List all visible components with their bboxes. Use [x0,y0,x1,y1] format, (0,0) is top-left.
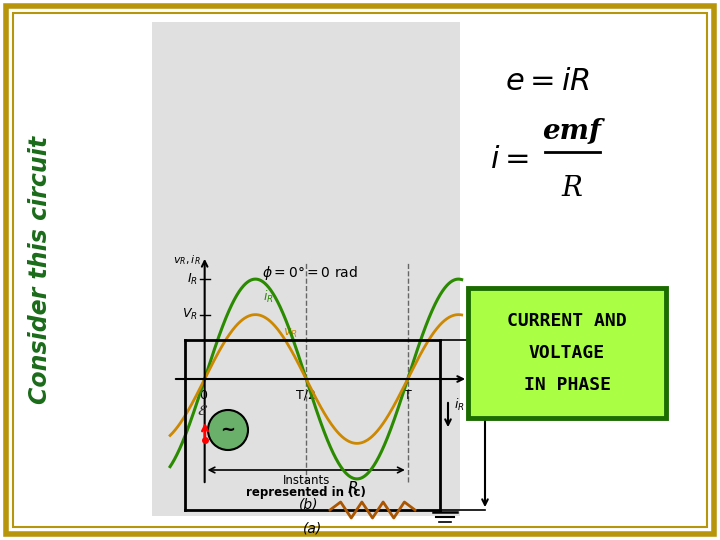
Text: T: T [404,389,412,402]
Text: T/2: T/2 [296,389,316,402]
Text: $v_R$: $v_R$ [476,403,490,416]
Text: $v_R$: $v_R$ [284,327,298,341]
Text: VOLTAGE: VOLTAGE [529,344,605,362]
Text: $\mathcal{E}$: $\mathcal{E}$ [197,403,209,418]
Text: $i =$: $i =$ [490,145,528,176]
Text: $t$: $t$ [468,372,476,386]
Text: emf: emf [542,118,601,145]
Text: $v_R, i_R$: $v_R, i_R$ [173,253,201,267]
Text: $\phi = 0° = 0$ rad: $\phi = 0° = 0$ rad [262,264,358,282]
Text: 0: 0 [199,389,207,402]
Text: Consider this circuit: Consider this circuit [28,136,52,404]
Text: $e = iR$: $e = iR$ [505,66,590,98]
Text: R: R [347,481,358,496]
Text: $I_R$: $I_R$ [186,272,198,287]
Text: (b): (b) [300,498,319,512]
Circle shape [208,410,248,450]
FancyBboxPatch shape [468,288,666,418]
Text: $V_R$: $V_R$ [182,307,198,322]
Text: ~: ~ [220,421,235,439]
Text: R: R [562,175,582,202]
Text: (a): (a) [303,521,322,535]
Text: $i_R$: $i_R$ [264,289,274,305]
Text: IN PHASE: IN PHASE [523,376,611,395]
Text: represented in (c): represented in (c) [246,486,366,499]
Text: Instants: Instants [282,474,330,487]
Text: $i_R$: $i_R$ [454,397,464,413]
Bar [152,22,460,516]
Text: CURRENT AND: CURRENT AND [507,312,627,329]
